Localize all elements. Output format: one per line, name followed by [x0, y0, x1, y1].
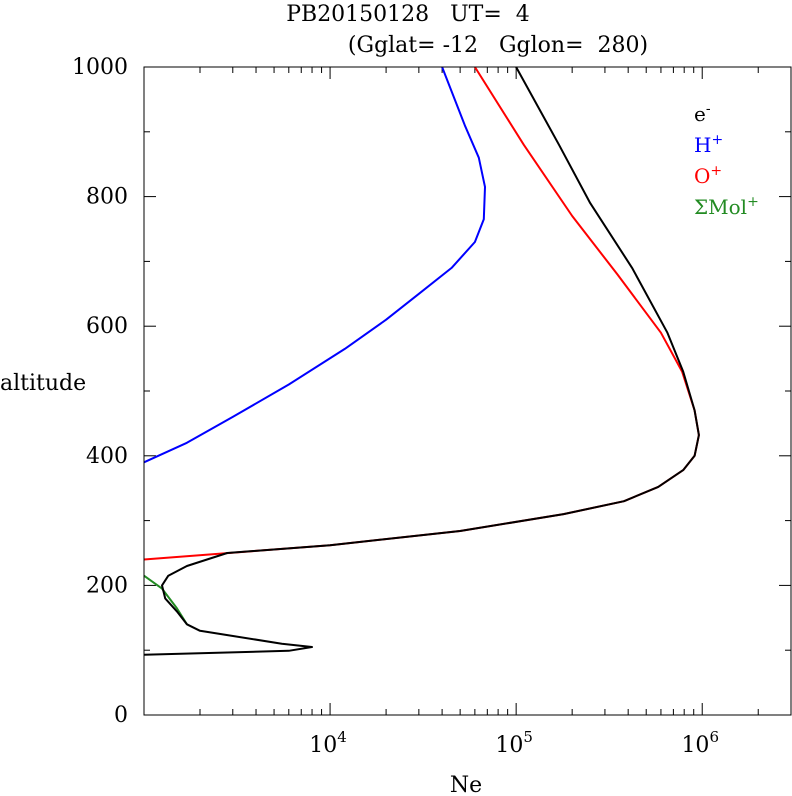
series-line-h — [143, 66, 486, 464]
y-tick-label: 0 — [114, 703, 128, 728]
tick-labels: 0 200 400 600 800 1000 104 105 106 — [72, 55, 719, 758]
x-tick-label: 105 — [495, 728, 533, 758]
x-tick-label: 104 — [309, 728, 347, 758]
x-tick-label: 106 — [681, 728, 719, 758]
series-lines — [143, 66, 700, 656]
legend-item-e: e- — [694, 101, 711, 126]
y-axis-label: altitude — [0, 371, 86, 396]
chart-title-line2: (Gglat= -12 Gglon= 280) — [348, 33, 648, 58]
legend-item-mol: ΣMol+ — [694, 194, 759, 219]
legend: e- H+ O+ ΣMol+ — [694, 101, 759, 219]
legend-item-h: H+ — [694, 132, 723, 157]
series-line-e — [143, 66, 700, 656]
y-tick-label: 200 — [86, 573, 128, 598]
y-tick-label: 600 — [86, 314, 128, 339]
y-tick-label: 800 — [86, 185, 128, 210]
x-axis-label: Ne — [450, 773, 482, 796]
chart-title-line1: PB20150128 UT= 4 — [286, 2, 530, 27]
legend-item-o: O+ — [694, 163, 722, 188]
y-tick-label: 400 — [86, 444, 128, 469]
plot-frame — [143, 66, 792, 716]
y-tick-label: 1000 — [72, 55, 128, 80]
